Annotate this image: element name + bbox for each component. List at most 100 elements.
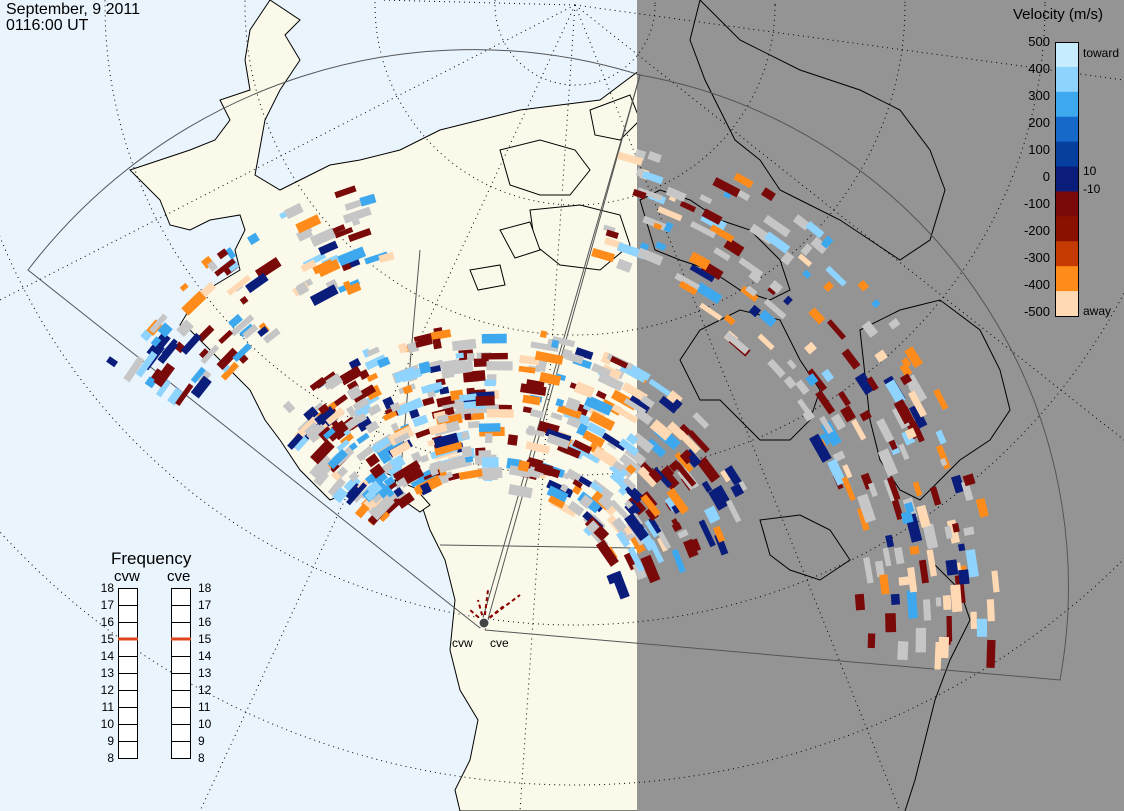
- velocity-cell: [309, 454, 333, 480]
- velocity-cell: [157, 322, 173, 338]
- velocity-cell: [616, 151, 644, 166]
- velocity-cell: [808, 307, 826, 325]
- night-terminator-region: [637, 0, 1124, 811]
- velocity-cell: [958, 543, 966, 552]
- velocity-cell: [518, 365, 536, 374]
- velocity-cell: [904, 427, 917, 440]
- velocity-cell: [383, 476, 396, 488]
- velocity-cell: [893, 546, 905, 565]
- velocity-cell: [436, 414, 450, 424]
- velocity-cell: [780, 251, 795, 266]
- velocity-cell: [366, 372, 379, 383]
- velocity-cell: [420, 381, 443, 394]
- velocity-cell: [462, 407, 478, 415]
- velocity-cell: [595, 539, 619, 567]
- velocity-cell: [246, 232, 260, 246]
- velocity-cell: [758, 309, 777, 328]
- velocity-cell: [679, 200, 697, 213]
- velocity-cell: [190, 366, 206, 384]
- velocity-cell: [935, 597, 942, 607]
- velocity-cell: [692, 412, 710, 429]
- velocity-cell: [674, 462, 697, 487]
- frequency-tick-cve: 11: [198, 700, 211, 714]
- velocity-cell: [944, 525, 953, 539]
- velocity-cell: [179, 282, 189, 292]
- velocity-cell: [677, 528, 689, 539]
- velocity-cell: [149, 313, 168, 334]
- colorbar-tick-label: 200: [1028, 115, 1050, 130]
- velocity-cell: [841, 348, 861, 370]
- velocity-cell: [226, 274, 252, 296]
- velocity-cell: [432, 338, 442, 350]
- velocity-cell: [573, 381, 595, 399]
- velocity-cell: [646, 438, 667, 458]
- meridian: [574, 4, 1124, 441]
- velocity-cell: [106, 356, 119, 368]
- velocity-cell: [214, 258, 236, 277]
- velocity-cell: [348, 358, 362, 370]
- latitude-circle: [244, 0, 906, 336]
- velocity-cell: [874, 349, 888, 363]
- velocity-cell: [805, 373, 819, 387]
- colorbar-band: [1055, 42, 1079, 68]
- velocity-cell: [679, 452, 692, 465]
- velocity-cell: [701, 208, 723, 225]
- frequency-cell: [118, 622, 138, 640]
- velocity-cell: [668, 459, 682, 472]
- velocity-cell: [367, 403, 382, 417]
- velocity-cell: [378, 251, 395, 264]
- velocity-cell: [607, 376, 621, 388]
- velocity-cell: [197, 324, 215, 342]
- velocity-cells: [106, 148, 1000, 670]
- velocity-cell: [639, 170, 664, 185]
- velocity-cell: [574, 347, 594, 360]
- velocity-cell: [899, 373, 913, 386]
- velocity-cell: [546, 433, 570, 449]
- velocity-cell: [904, 501, 915, 514]
- velocity-cell: [687, 430, 710, 454]
- velocity-cell: [388, 464, 404, 479]
- velocity-cell: [175, 383, 194, 407]
- frequency-tick-cve: 18: [198, 581, 212, 595]
- velocity-cell: [618, 438, 640, 457]
- velocity-cell: [313, 470, 330, 487]
- site-label-cvw: cvw: [452, 636, 473, 650]
- velocity-cell: [592, 446, 618, 468]
- velocity-cell: [482, 471, 498, 481]
- velocity-cell: [346, 405, 358, 418]
- velocity-cell: [232, 342, 252, 362]
- velocity-cell: [376, 356, 391, 369]
- velocity-cell: [418, 361, 432, 375]
- province-border: [399, 249, 421, 481]
- frequency-title: Frequency: [111, 549, 192, 568]
- velocity-cell: [455, 352, 464, 359]
- velocity-cell: [389, 454, 406, 471]
- velocity-cell: [763, 298, 787, 320]
- velocity-cell: [621, 382, 648, 403]
- velocity-cell: [604, 237, 624, 249]
- velocity-cell: [519, 354, 540, 366]
- velocity-cell: [343, 414, 363, 432]
- colorbar-tick-label: -200: [1023, 223, 1050, 238]
- velocity-cell: [867, 633, 876, 649]
- frequency-tick-cve: 16: [198, 615, 212, 629]
- velocity-cell: [458, 468, 483, 481]
- velocity-cell: [295, 282, 310, 296]
- velocity-cell: [362, 499, 374, 511]
- velocity-cell: [674, 272, 701, 291]
- velocity-cell: [228, 313, 243, 329]
- frequency-cell: [118, 639, 138, 657]
- velocity-cell: [254, 257, 282, 280]
- frequency-cve-label: cve: [167, 568, 191, 585]
- velocity-cell: [441, 365, 450, 375]
- velocity-cell: [309, 227, 337, 248]
- velocity-cell: [885, 379, 906, 405]
- velocity-cell: [726, 499, 742, 523]
- velocity-cell: [906, 590, 918, 619]
- velocity-cell: [611, 517, 635, 543]
- frequency-cell: [171, 622, 191, 640]
- velocity-cell: [876, 418, 895, 443]
- frequency-tick-cvw: 9: [107, 734, 114, 748]
- arctic-island: [499, 139, 591, 196]
- velocity-cell: [628, 394, 651, 414]
